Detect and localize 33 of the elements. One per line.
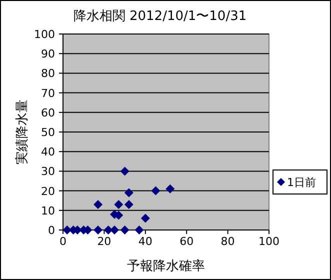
x-axis-title: 予報降水確率: [127, 258, 205, 274]
point: [124, 188, 134, 198]
y-tick-label: 20: [41, 184, 55, 198]
legend-label: 1日前: [287, 176, 316, 189]
y-tick-label: 10: [41, 204, 55, 218]
y-tick-label: 50: [41, 126, 55, 139]
y-tick-label: 40: [41, 146, 55, 159]
x-tick-label: 0: [60, 235, 66, 248]
y-tick-label: 90: [41, 48, 55, 61]
x-tick-label: 100: [258, 235, 280, 248]
y-tick-label: 0: [48, 224, 55, 237]
y-tick-label: 80: [41, 67, 55, 80]
point: [94, 200, 103, 210]
point: [94, 226, 103, 234]
point: [151, 186, 160, 196]
point: [120, 226, 130, 234]
point: [166, 184, 175, 194]
point: [114, 200, 124, 210]
x-tick-label: 40: [138, 235, 152, 248]
y-tick-label: 100: [34, 28, 55, 41]
point: [124, 200, 134, 210]
point: [120, 166, 130, 176]
y-tick-label: 30: [41, 165, 55, 178]
x-tick-label: 20: [97, 235, 112, 248]
y-tick-label: 70: [41, 86, 55, 100]
x-tick-label: 60: [180, 235, 194, 248]
point: [110, 226, 119, 234]
point: [134, 226, 144, 234]
point: [140, 214, 150, 223]
y-tick-label: 60: [41, 106, 55, 120]
chart-title: 降水相関 2012/10/1〜10/31: [73, 9, 247, 24]
y-axis-title: 実績降水量: [14, 100, 30, 164]
x-tick-label: 80: [220, 235, 235, 248]
